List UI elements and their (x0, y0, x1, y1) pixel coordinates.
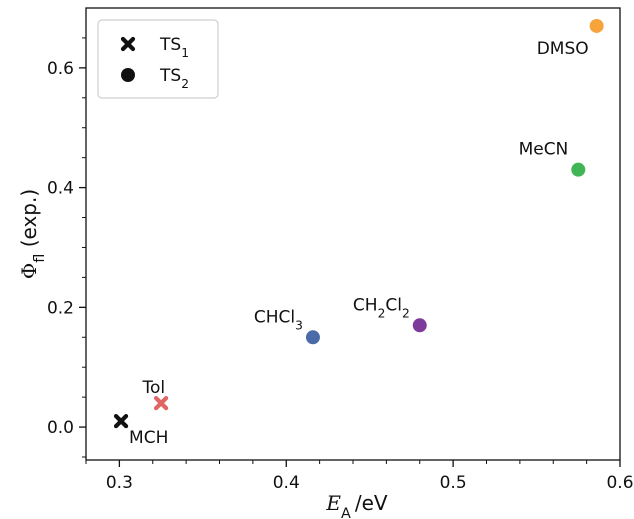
x-tick-label: 0.4 (273, 473, 300, 493)
legend-label: TS2 (159, 66, 189, 91)
y-tick-label: 0.6 (47, 59, 74, 79)
point-label-ch2cl2: CH2Cl2 (353, 295, 410, 320)
x-axis-title: EA/eV (325, 491, 388, 519)
x-tick-label: 0.6 (606, 473, 633, 493)
point-chcl3 (305, 330, 320, 345)
data-points: MCH Tol CHCl3 CH2Cl2 MeCN DMSO (113, 18, 604, 448)
x-icon (120, 36, 136, 52)
circle-icon (121, 68, 135, 82)
y-axis-title: Φfl (exp.) (17, 189, 48, 279)
y-tick-label: 0.2 (47, 298, 74, 318)
point-label-dmso: DMSO (537, 39, 589, 59)
x-axis: 0.3 0.4 0.5 0.6 (85, 460, 634, 493)
point-mecn (571, 162, 586, 177)
x-tick-label: 0.3 (106, 473, 133, 493)
y-tick-label: 0.0 (47, 418, 74, 438)
point-label-mecn: MeCN (519, 140, 569, 160)
x-axis-label: EA/eV (325, 491, 388, 519)
point-label-tol: Tol (141, 378, 165, 398)
point-mch (113, 413, 129, 429)
y-axis: 0.0 0.2 0.4 0.6 (47, 37, 86, 458)
point-ch2cl2 (412, 318, 427, 333)
legend-box (97, 19, 219, 99)
legend-label: TS1 (159, 35, 189, 60)
point-tol (153, 396, 169, 411)
y-tick-label: 0.4 (47, 179, 74, 199)
point-label-mch: MCH (129, 428, 168, 448)
x-tick-label: 0.5 (440, 473, 467, 493)
point-label-chcl3: CHCl3 (254, 307, 303, 332)
y-axis-label: Φfl (exp.) (17, 189, 48, 279)
point-dmso (589, 18, 604, 33)
